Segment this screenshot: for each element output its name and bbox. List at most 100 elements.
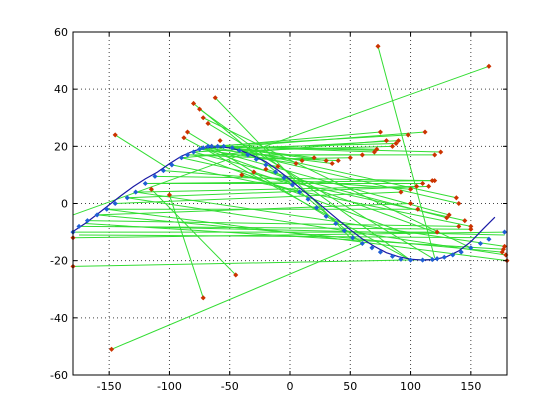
tick-labels: -150 -100 -50 0 50 100 150 -60 -40 -20 0 20 40 60 <box>50 26 481 393</box>
correspondence-line-45 <box>217 145 327 162</box>
x-tick-label-1: -100 <box>157 380 182 393</box>
curve-point-23 <box>245 152 251 158</box>
curve-point-47 <box>458 249 464 255</box>
curve-point-31 <box>313 205 320 211</box>
correspondence-line-9 <box>114 134 170 170</box>
outlier-point-57 <box>398 189 404 195</box>
outlier-point-44 <box>371 149 377 155</box>
outlier-point-51 <box>299 158 305 164</box>
y-tick-label-4: 20 <box>54 140 68 153</box>
curve-point-10 <box>160 168 166 174</box>
x-tick-label-4: 50 <box>343 380 357 393</box>
curve-point-9 <box>152 173 158 179</box>
curve-point-40 <box>398 256 404 262</box>
outlier-point-13 <box>217 138 223 144</box>
correspondence-line-61 <box>115 225 505 236</box>
curve-point-11 <box>169 162 175 168</box>
curve-point-2 <box>84 218 91 224</box>
y-tick-label-1: -40 <box>50 312 68 325</box>
correspondence-line-8 <box>183 137 411 261</box>
outlier-point-46 <box>347 155 353 161</box>
outlier-point-38 <box>395 138 402 144</box>
correspondence-line-46 <box>232 147 315 159</box>
outlier-point-23 <box>500 246 506 252</box>
y-tick-label-0: -60 <box>50 369 68 382</box>
curve-point-29 <box>297 189 303 195</box>
correspondence-line-30 <box>163 170 411 190</box>
correspondence-line-40 <box>223 145 375 153</box>
curve-point-13 <box>184 152 191 158</box>
curve-point-32 <box>323 213 329 219</box>
y-tick-label-6: 60 <box>54 26 68 39</box>
curve-point-19 <box>215 143 221 149</box>
curve-point-50 <box>486 236 492 242</box>
correspondence-line-47 <box>239 150 303 162</box>
curve-point-26 <box>272 169 279 175</box>
outlier-point-64 <box>434 229 440 235</box>
outlier-point-49 <box>323 158 329 164</box>
curve-point-46 <box>450 252 456 258</box>
correspondence-line-63 <box>205 148 435 233</box>
correspondence-line-38 <box>217 131 381 147</box>
curve-point-44 <box>434 256 440 262</box>
outlier-point-63 <box>432 178 438 184</box>
correspondence-line-64 <box>193 154 411 236</box>
outlier-point-56 <box>239 172 245 178</box>
correspondence-line-55 <box>87 220 459 227</box>
correspondence-line-53 <box>115 191 401 204</box>
correspondence-line-22 <box>193 151 447 219</box>
outlier-point-58 <box>408 200 414 207</box>
outlier-point-30 <box>432 152 438 158</box>
outlier-point-29 <box>446 212 452 218</box>
curve-point-41 <box>408 257 414 263</box>
curve-point-7 <box>133 189 139 195</box>
curve-point-12 <box>178 155 185 161</box>
curve-point-18 <box>209 143 215 149</box>
curve-point-42 <box>420 257 426 263</box>
curve-point-43 <box>429 256 435 263</box>
y-tick-label-5: 40 <box>54 83 68 96</box>
x-tick-label-3: 0 <box>287 380 294 393</box>
points-layer <box>70 43 510 352</box>
curve-point-16 <box>200 145 206 151</box>
outlier-point-28 <box>453 195 459 201</box>
correspondence-line-59 <box>145 180 435 184</box>
y-tick-label-3: 0 <box>61 198 68 211</box>
outlier-point-55 <box>251 169 257 175</box>
correspondence-line-37 <box>181 140 387 159</box>
outlier-point-59 <box>456 223 462 229</box>
outlier-point-14 <box>233 272 239 278</box>
x-tick-label-2: -50 <box>221 380 239 393</box>
correspondence-line-14 <box>72 259 435 267</box>
outlier-point-36 <box>422 129 428 135</box>
correspondence-line-42 <box>256 157 351 160</box>
outlier-point-16 <box>109 346 115 352</box>
outlier-point-40 <box>389 143 396 149</box>
curve-point-25 <box>263 162 269 168</box>
correspondence-line-17 <box>97 214 503 253</box>
outlier-point-62 <box>426 183 432 189</box>
curve-point-6 <box>124 195 130 201</box>
curve-point-3 <box>94 212 100 218</box>
curve-point-1 <box>76 223 82 229</box>
correspondence-line-16 <box>106 208 508 262</box>
outlier-point-9 <box>112 132 118 138</box>
correspondence-lines <box>72 46 508 350</box>
curve-point-20 <box>221 143 227 149</box>
correspondence-line-28 <box>154 175 433 182</box>
x-tick-label-5: 100 <box>400 380 421 393</box>
outlier-point-8 <box>181 135 187 141</box>
outlier-point-52 <box>293 160 299 167</box>
outlier-point-6 <box>205 120 211 127</box>
outlier-point-43 <box>374 146 380 152</box>
correspondence-line-51 <box>253 171 293 186</box>
correspondence-line-58 <box>127 185 429 199</box>
curve-point-33 <box>333 220 339 227</box>
x-tick-label-6: 150 <box>460 380 481 393</box>
curve-point-39 <box>389 253 396 259</box>
correspondence-line-62 <box>79 234 489 239</box>
curve-point-21 <box>229 145 235 151</box>
curve-point-14 <box>191 149 197 155</box>
outlier-point-54 <box>263 166 269 172</box>
